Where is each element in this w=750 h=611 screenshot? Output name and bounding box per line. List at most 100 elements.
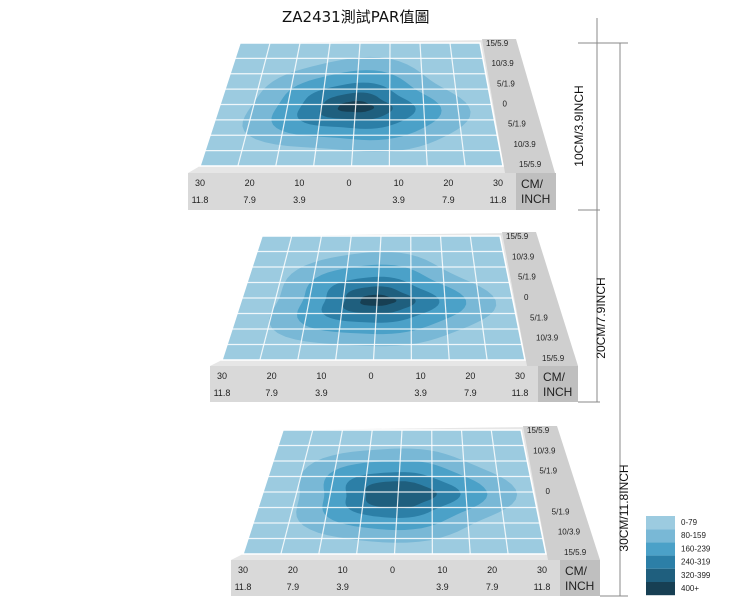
x-tick-cm: 20: [288, 565, 298, 575]
y-tick-label: 5/1.9: [530, 313, 548, 322]
unit-label: CM/: [565, 564, 588, 578]
panel-1: 15/5.9 10/3.9 5/1.9 0 5/1.9 10/3.9 15/5.9 30 20 1…: [188, 39, 586, 210]
x-tick-cm: 20: [267, 371, 277, 381]
x-tick-cm: 10: [394, 178, 404, 188]
legend-swatch: [646, 555, 675, 569]
plate-border: [220, 235, 526, 361]
y-tick-label: 10/3.9: [533, 446, 556, 455]
x-tick-cm: 10: [316, 371, 326, 381]
x-tick-inch: 3.9: [336, 582, 349, 592]
chart-title: ZA2431測試PAR值圖: [282, 8, 430, 26]
x-tick-cm: 20: [443, 178, 453, 188]
x-tick-inch: 7.9: [265, 388, 278, 398]
grid-line: [439, 235, 450, 361]
x-tick-cm: 30: [195, 178, 205, 188]
unit-label: INCH: [521, 192, 550, 206]
legend-swatch: [646, 542, 675, 556]
x-tick-cm: 10: [437, 565, 447, 575]
y-axis-strip: [482, 39, 555, 173]
legend: 0-79 80-159 160-239 240-319 320-399 400+: [646, 516, 711, 596]
y-tick-label: 15/5.9: [542, 354, 565, 363]
legend-swatch: [646, 516, 675, 530]
y-axis-strip: [523, 426, 600, 560]
contour-level-4: [365, 481, 437, 509]
x-tick-inch: 7.9: [442, 195, 455, 205]
grid-line: [419, 42, 428, 167]
x-tick-inch: 11.8: [214, 388, 231, 398]
y-tick-label: 5/1.9: [539, 467, 557, 476]
x-tick-inch: 7.9: [486, 582, 499, 592]
y-tick-label: 5/1.9: [552, 507, 570, 516]
height-label: 10CM/3.9INCH: [572, 85, 586, 166]
x-tick-inch: 7.9: [464, 388, 477, 398]
grid-line: [460, 429, 471, 555]
x-tick-cm: 30: [537, 565, 547, 575]
unit-box: [538, 366, 578, 402]
y-tick-label: 10/3.9: [514, 140, 537, 149]
y-tick-label: 10/3.9: [536, 334, 559, 343]
y-tick-label: 15/5.9: [527, 426, 550, 435]
y-tick-label: 0: [524, 293, 529, 302]
x-tick-inch: 3.9: [414, 388, 427, 398]
x-axis-strip: [210, 366, 538, 402]
x-tick-cm: 30: [217, 371, 227, 381]
y-tick-label: 15/5.9: [506, 232, 529, 241]
x-tick-cm: 0: [368, 371, 373, 381]
legend-label: 400+: [681, 584, 699, 593]
legend-label: 0-79: [681, 518, 698, 527]
x-tick-inch: 11.8: [192, 195, 209, 205]
x-tick-cm: 30: [493, 178, 503, 188]
height-label: 20CM/7.9INCH: [594, 277, 608, 358]
x-tick-cm: 30: [238, 565, 248, 575]
y-tick-label: 15/5.9: [486, 39, 509, 48]
plate-border: [241, 429, 547, 555]
y-tick-label: 15/5.9: [564, 548, 587, 557]
unit-label: CM/: [543, 370, 566, 384]
panel-3: 15/5.9 10/3.9 5/1.9 0 5/1.9 10/3.9 15/5.9 30 20 1…: [231, 426, 631, 596]
x-tick-cm: 10: [338, 565, 348, 575]
x-tick-inch: 3.9: [315, 388, 328, 398]
grid-line: [431, 429, 433, 555]
grid-line: [410, 235, 412, 361]
grid-line: [388, 42, 391, 167]
grid-line: [449, 42, 466, 167]
x-tick-cm: 20: [245, 178, 255, 188]
unit-label: INCH: [543, 385, 572, 399]
x-tick-inch: 11.8: [534, 582, 551, 592]
unit-box: [516, 173, 556, 210]
x-tick-cm: 20: [487, 565, 497, 575]
x-tick-inch: 3.9: [293, 195, 306, 205]
x-axis-strip: [188, 173, 516, 210]
x-tick-inch: 7.9: [287, 582, 300, 592]
y-tick-label: 5/1.9: [497, 79, 515, 88]
x-tick-inch: 11.8: [512, 388, 529, 398]
x-tick-cm: 0: [390, 565, 395, 575]
y-tick-label: 0: [503, 100, 508, 109]
x-tick-inch: 7.9: [243, 195, 256, 205]
x-tick-cm: 10: [294, 178, 304, 188]
x-tick-cm: 30: [515, 371, 525, 381]
y-tick-label: 10/3.9: [492, 59, 515, 68]
unit-box: [560, 560, 600, 596]
y-tick-label: 15/5.9: [519, 160, 542, 169]
y-tick-label: 10/3.9: [512, 252, 535, 261]
legend-swatch: [646, 529, 675, 543]
x-axis-strip: [231, 560, 560, 596]
x-tick-inch: 3.9: [392, 195, 405, 205]
x-tick-cm: 10: [416, 371, 426, 381]
x-tick-cm: 20: [465, 371, 475, 381]
legend-label: 320-399: [681, 571, 711, 580]
plate-border: [198, 42, 504, 167]
legend-label: 240-319: [681, 558, 711, 567]
legend-swatch: [646, 568, 675, 582]
x-tick-inch: 11.8: [235, 582, 252, 592]
panel-2: 15/5.9 10/3.9 5/1.9 0 5/1.9 10/3.9 15/5.9 30 20 1…: [210, 232, 608, 402]
unit-label: CM/: [521, 177, 544, 191]
height-label: 30CM/11.8INCH: [617, 464, 631, 551]
y-tick-label: 0: [546, 487, 551, 496]
x-tick-cm: 0: [346, 178, 351, 188]
x-tick-inch: 3.9: [436, 582, 449, 592]
legend-label: 80-159: [681, 531, 706, 540]
legend-swatch: [646, 582, 675, 596]
